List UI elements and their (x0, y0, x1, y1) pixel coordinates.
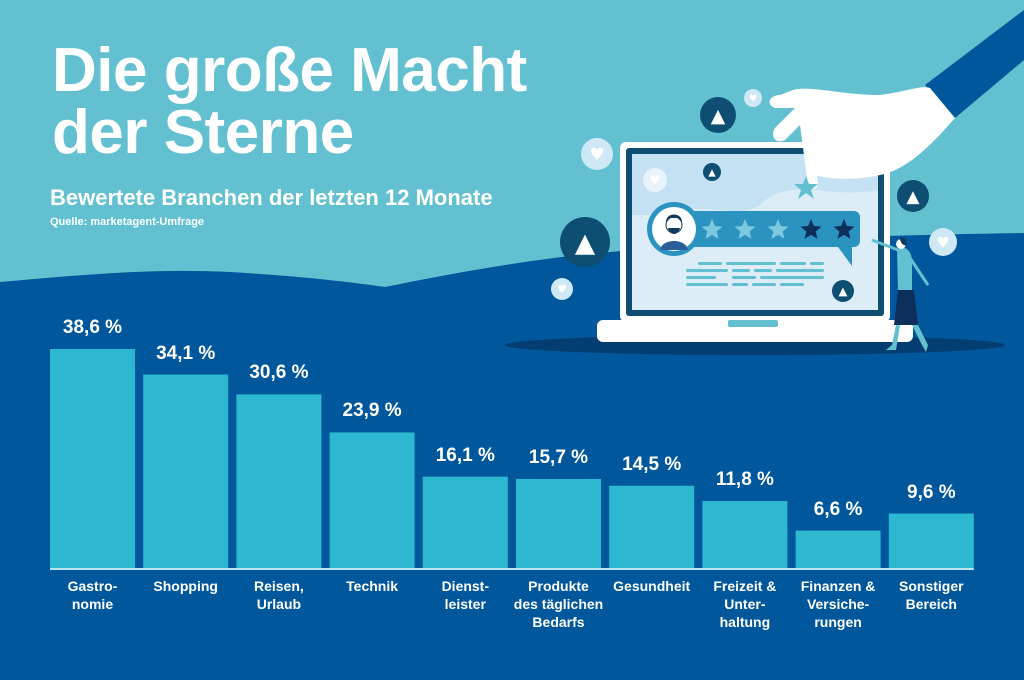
title-line-1: Die große Macht (52, 36, 527, 105)
svg-text:▲: ▲ (708, 167, 716, 178)
category-label: Reisen, Urlaub (253, 578, 304, 612)
star-icon (701, 219, 723, 239)
rating-stars (701, 219, 855, 239)
bar-6 (516, 478, 601, 568)
title-line-2: der Sterne (52, 98, 354, 167)
svg-text:▲: ▲ (575, 229, 596, 259)
avatar-icon (660, 214, 688, 250)
woman-figure-icon (871, 237, 930, 352)
value-label: 9,6 % (907, 481, 956, 503)
svg-text:♥: ♥ (589, 144, 604, 164)
thumbs-up-icon: ▲ (560, 217, 610, 267)
value-label: 30,6 % (249, 362, 309, 384)
bar-8 (702, 501, 788, 568)
floating-icons: ▲ ♥ ♥ ▲ ♥ ▲ ♥ ▲ ♥ ▲ (551, 89, 957, 302)
thumbs-up-icon: ▲ (703, 163, 721, 181)
category-label: Technik (346, 578, 399, 594)
bar-9 (795, 530, 881, 568)
svg-text:▲: ▲ (907, 186, 920, 206)
source-note: Quelle: marketagent-Umfrage (50, 216, 205, 228)
category-label: Produkte des täglichen Bedarfs (513, 578, 604, 630)
illustration: ▲ ♥ ♥ ▲ ♥ ▲ ♥ ▲ ♥ ▲ (505, 10, 1024, 355)
bar-2 (143, 374, 229, 568)
category-label: Sonstiger Bereich (899, 578, 964, 612)
star-icon (767, 219, 789, 239)
heart-icon: ♥ (551, 278, 573, 300)
subtitle: Bewertete Branchen der letzten 12 Monate (50, 185, 493, 210)
star-icon (800, 219, 822, 239)
thumbs-up-icon: ▲ (832, 280, 854, 302)
category-label: Dienst- leister (441, 578, 490, 612)
heart-icon: ♥ (929, 228, 957, 256)
bars-group (50, 349, 974, 568)
hand-icon (769, 10, 1024, 190)
value-label: 38,6 % (62, 317, 123, 338)
category-label: Shopping (153, 578, 218, 594)
page-title: Die große Macht der Sterne (52, 40, 527, 164)
bar-7 (609, 485, 695, 568)
bar-10 (888, 513, 974, 568)
bar-5 (422, 476, 508, 568)
category-label: Freizeit & Unter- haltung (713, 578, 777, 630)
bar-1 (50, 349, 135, 568)
category-label: Finanzen & Versiche- rungen (800, 578, 876, 630)
heart-icon: ♥ (581, 138, 613, 170)
svg-text:♥: ♥ (649, 173, 660, 188)
rating-card (647, 202, 860, 266)
bar-4 (329, 432, 415, 568)
star-icon (734, 219, 756, 239)
svg-text:♥: ♥ (936, 234, 949, 251)
svg-text:♥: ♥ (557, 282, 567, 296)
category-label: Gastro- nomie (67, 578, 118, 612)
thumbs-up-icon: ▲ (897, 180, 929, 212)
value-label: 23,9 % (342, 400, 402, 422)
value-label: 6,6 % (813, 498, 863, 520)
value-label: 11,8 % (715, 469, 774, 491)
review-text-lines (686, 262, 824, 286)
value-label: 14,5 % (622, 453, 682, 475)
value-label: 15,7 % (528, 446, 589, 468)
value-label: 16,1 % (435, 444, 495, 466)
heart-icon: ♥ (744, 89, 762, 107)
value-label: 34,1 % (156, 342, 216, 364)
thumbs-up-icon: ▲ (700, 97, 736, 133)
category-label: Gesundheit (613, 578, 691, 594)
bar-3 (236, 394, 322, 568)
held-star-icon (794, 176, 818, 199)
svg-text:▲: ▲ (839, 284, 848, 298)
svg-text:♥: ♥ (749, 93, 757, 104)
heart-icon: ♥ (643, 168, 667, 192)
star-icon (833, 219, 855, 239)
svg-text:▲: ▲ (711, 105, 726, 127)
